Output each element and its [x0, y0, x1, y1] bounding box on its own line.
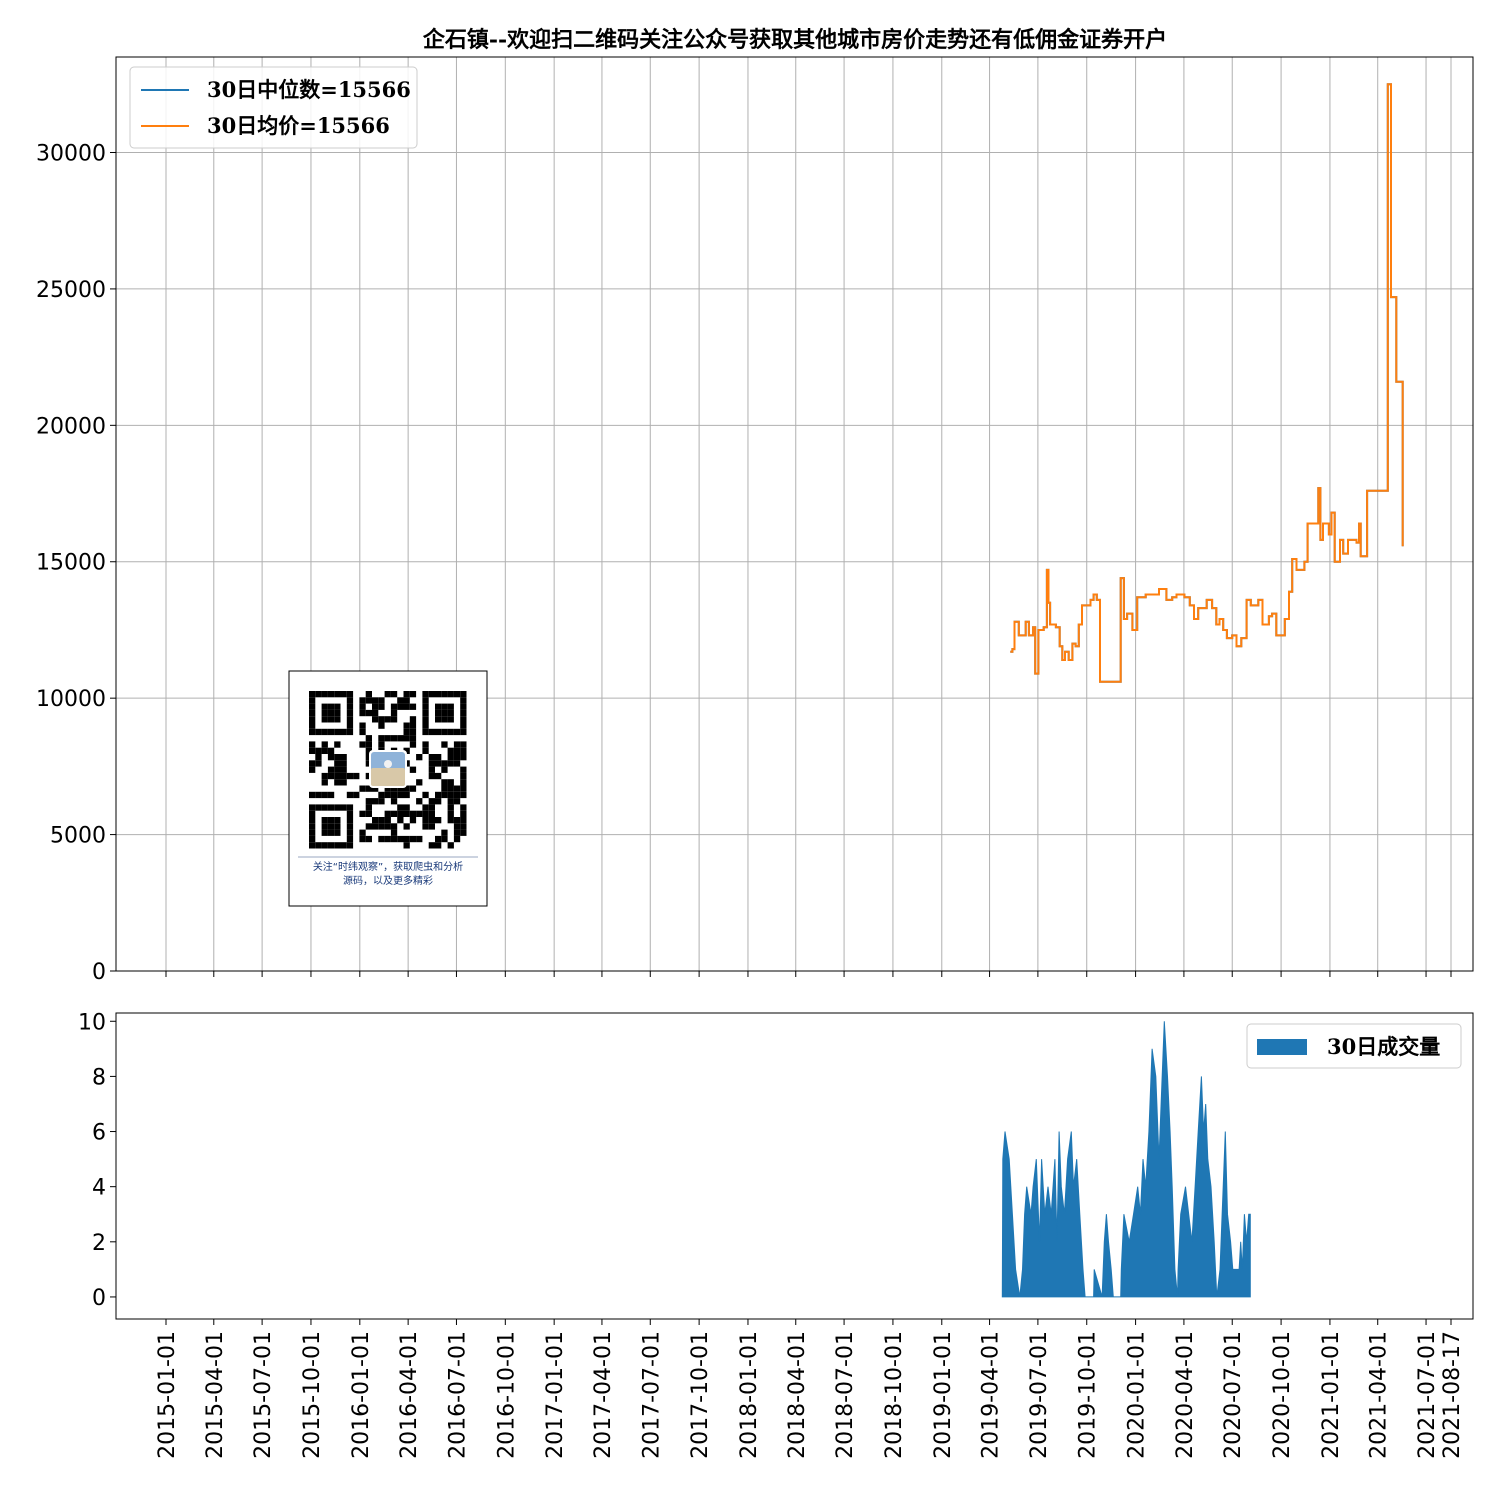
legend-swatch-volume: [1257, 1039, 1307, 1055]
bottom-y-axis: 0 2 4 6 8 10: [78, 1010, 116, 1311]
top-y-tick-label: 20000: [36, 414, 106, 439]
bottom-x-tick-label: 2016-07-01: [445, 1331, 470, 1459]
bottom-y-tick-label: 4: [92, 1176, 106, 1201]
bottom-x-tick-label: 2016-10-01: [494, 1331, 519, 1459]
bottom-x-tick-label: 2019-01-01: [931, 1331, 956, 1459]
bottom-y-tick-label: 8: [92, 1065, 106, 1090]
top-plot-frame: [115, 56, 1474, 972]
bottom-x-tick-label: 2016-01-01: [349, 1331, 374, 1459]
bottom-x-tick-label: 2016-04-01: [397, 1331, 422, 1459]
top-y-tick-label: 15000: [36, 551, 106, 576]
bottom-x-tick-label: 2020-04-01: [1173, 1331, 1198, 1459]
bottom-x-tick-label: 2021-01-01: [1319, 1331, 1344, 1459]
qr-avatar: [369, 750, 407, 788]
bottom-x-tick-label: 2020-07-01: [1221, 1331, 1246, 1459]
bottom-y-tick-label: 0: [92, 1286, 106, 1311]
bottom-x-tick-label: 2015-07-01: [251, 1331, 276, 1459]
bottom-y-tick-label: 6: [92, 1121, 106, 1146]
bottom-x-tick-label: 2019-10-01: [1076, 1331, 1101, 1459]
bottom-x-tick-label: 2018-07-01: [833, 1331, 858, 1459]
bottom-x-tick-label: 2015-04-01: [203, 1331, 228, 1459]
median-price-line: [1010, 83, 1404, 683]
bottom-x-tick-label: 2017-01-01: [543, 1331, 568, 1459]
top-y-tick-label: 25000: [36, 278, 106, 303]
legend-label-volume: 30日成交量: [1327, 1034, 1440, 1059]
bottom-y-tick-label: 10: [78, 1010, 106, 1035]
bottom-x-tick-label: 2017-04-01: [591, 1331, 616, 1459]
bottom-x-tick-label: 2019-04-01: [979, 1331, 1004, 1459]
top-y-tick-label: 0: [92, 960, 106, 985]
qr-caption-line2: 源码，以及更多精彩: [343, 874, 433, 887]
chart-title: 企石镇--欢迎扫二维码关注公众号获取其他城市房价走势还有低佣金证券开户: [422, 27, 1167, 53]
volume-area: [1001, 1021, 1251, 1298]
bottom-x-tick-label: 2018-04-01: [785, 1331, 810, 1459]
top-x-tick-marks: [165, 971, 1452, 977]
bottom-x-tick-label: 2018-10-01: [882, 1331, 907, 1459]
bottom-plot-frame: [115, 1012, 1474, 1320]
volume-legend: 30日成交量: [1246, 1023, 1462, 1069]
bottom-x-tick-label: 2019-07-01: [1027, 1331, 1052, 1459]
top-y-tick-label: 10000: [36, 687, 106, 712]
bottom-x-tick-label: 2020-10-01: [1270, 1331, 1295, 1459]
bottom-x-tick-label: 2021-08-17: [1440, 1331, 1465, 1459]
qr-caption-line1: 关注“时纬观察”，获取爬虫和分析: [313, 860, 463, 873]
top-y-axis: 0 5000 10000 15000 20000 25000 30000: [36, 141, 116, 985]
legend-label-average: 30日均价=15566: [207, 113, 390, 138]
bottom-x-tick-label: 2021-04-01: [1367, 1331, 1392, 1459]
bottom-y-tick-label: 2: [92, 1231, 106, 1256]
top-y-tick-label: 5000: [50, 824, 106, 849]
legend-label-median: 30日中位数=15566: [207, 77, 411, 102]
bottom-x-tick-label: 2020-01-01: [1125, 1331, 1150, 1459]
top-y-tick-label: 30000: [36, 141, 106, 166]
average-price-line: [1010, 83, 1404, 683]
bottom-x-tick-label: 2017-07-01: [639, 1331, 664, 1459]
price-series-group: [1010, 83, 1404, 683]
volume-series-group: [1001, 1021, 1251, 1298]
bottom-x-tick-label: 2015-10-01: [300, 1331, 325, 1459]
bottom-x-tick-label: 2015-01-01: [155, 1331, 180, 1459]
bottom-x-tick-label: 2021-07-01: [1415, 1331, 1440, 1459]
bottom-x-axis: 2015-01-01 2015-04-01 2015-07-01 2015-10-01…: [155, 1319, 1465, 1459]
bottom-x-tick-label: 2018-01-01: [737, 1331, 762, 1459]
bottom-x-tick-label: 2017-10-01: [688, 1331, 713, 1459]
price-legend: 30日中位数=15566 30日均价=15566: [129, 66, 418, 149]
qr-code-card: 关注“时纬观察”，获取爬虫和分析 源码，以及更多精彩: [288, 670, 488, 907]
